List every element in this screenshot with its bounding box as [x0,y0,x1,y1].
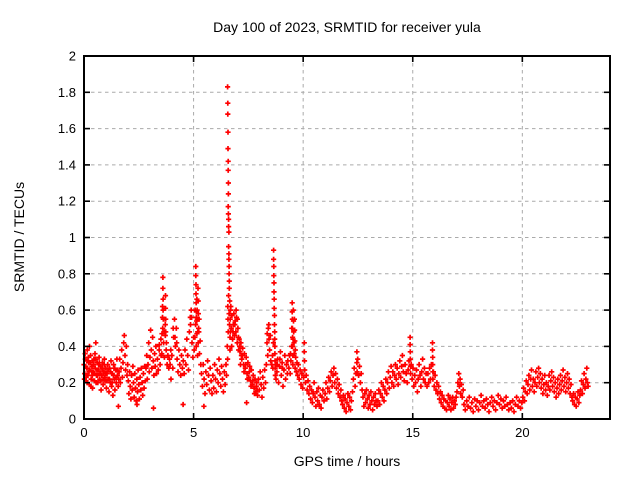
y-tick-label: 0.8 [58,266,76,281]
y-tick-label: 1 [69,230,76,245]
x-tick-label: 20 [515,425,529,440]
y-tick-label: 0.6 [58,303,76,318]
y-tick-label: 2 [69,49,76,64]
x-axis-label: GPS time / hours [293,453,401,469]
y-tick-label: 1.8 [58,85,76,100]
x-tick-label: 15 [406,425,420,440]
x-tick-label: 0 [80,425,87,440]
y-tick-label: 1.6 [58,121,76,136]
scatter-points [81,84,591,415]
x-tick-label: 5 [190,425,197,440]
y-tick-label: 0 [69,412,76,427]
y-tick-label: 1.4 [58,157,76,172]
x-tick-label: 10 [296,425,310,440]
y-tick-label: 0.2 [58,375,76,390]
y-tick-label: 0.4 [58,339,76,354]
y-axis-label: SRMTID / TECUs [11,181,27,293]
y-tick-label: 1.2 [58,194,76,209]
chart-title: Day 100 of 2023, SRMTID for receiver yul… [213,19,481,35]
